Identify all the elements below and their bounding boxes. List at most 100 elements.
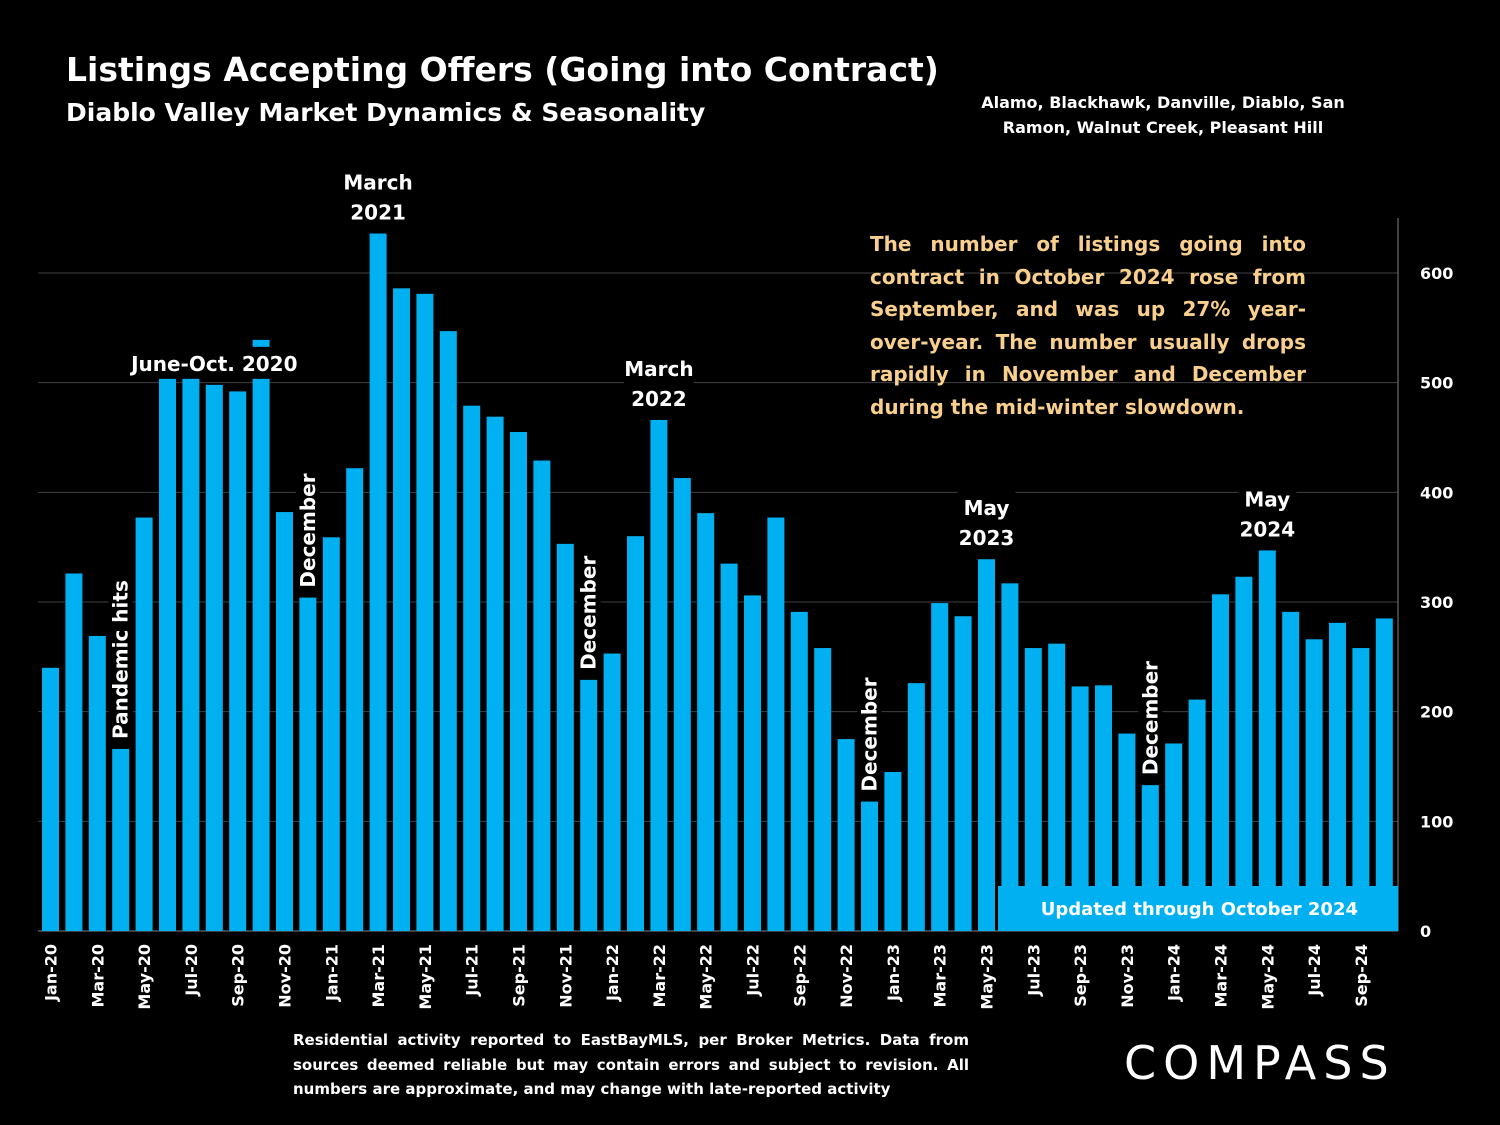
bar-Nov-23 [1118, 733, 1136, 931]
x-tick-label: Jul-21 [463, 944, 482, 997]
x-tick-label: Jan-20 [42, 944, 61, 1002]
annotations: Pandemic hits June-Oct. 2020 December March… [108, 165, 1297, 796]
bar-Aug-24 [1329, 622, 1346, 931]
bar-Oct-21 [533, 460, 551, 931]
x-tick-label: Nov-22 [837, 944, 856, 1008]
bar-May-21 [416, 293, 434, 932]
bar-Jun-23 [1001, 583, 1019, 931]
x-tick-label: Mar-24 [1212, 944, 1231, 1008]
annotation-label: December [577, 556, 601, 670]
x-tick-label: May-21 [416, 944, 435, 1010]
commentary-note: The number of listings going into contra… [870, 232, 1306, 419]
x-tick-label: Mar-20 [88, 944, 107, 1008]
bar-Nov-21 [556, 543, 574, 931]
bar-Jan-22 [603, 653, 621, 931]
bar-Dec-20 [299, 597, 317, 931]
x-tick-label: Sep-20 [229, 944, 248, 1007]
bar-May-24 [1258, 550, 1276, 931]
y-tick-label: 100 [1420, 812, 1453, 831]
annotation-label: May [1244, 487, 1290, 511]
annotation-label: Pandemic hits [109, 580, 133, 739]
x-tick-label: Jan-24 [1165, 944, 1184, 1002]
bar-Aug-22 [767, 517, 785, 931]
bar-Jul-20 [182, 357, 200, 931]
annotation-bg [1238, 482, 1297, 545]
annotation-bg [343, 165, 413, 228]
bar-Apr-21 [393, 288, 410, 931]
bar-Feb-23 [907, 683, 925, 931]
bar-May-20 [135, 517, 153, 931]
y-axis-ticks: 0 100 200 300 400 500 600 [1420, 264, 1453, 941]
annotation-label: December [858, 677, 882, 791]
bars [42, 233, 1393, 932]
bar-Nov-20 [276, 512, 293, 931]
bar-Oct-22 [814, 648, 832, 931]
updated-banner: Updated through October 2024 [998, 886, 1398, 931]
annotation-bg [957, 491, 1016, 554]
bar-Feb-20 [65, 573, 83, 931]
bar-Apr-24 [1235, 576, 1253, 931]
bar-Sep-22 [790, 611, 808, 931]
bar-Apr-23 [954, 616, 972, 931]
region-list: Alamo, Blackhawk, Danville, Diablo, San … [981, 93, 1345, 137]
bar-Aug-21 [486, 416, 504, 931]
bar-Oct-24 [1375, 618, 1393, 931]
y-tick-label: 500 [1420, 374, 1453, 393]
chart-subtitle: Diablo Valley Market Dynamics & Seasonal… [66, 98, 706, 127]
annotation-label: December [1138, 661, 1162, 775]
x-tick-label: Mar-21 [369, 944, 388, 1008]
annotation-label: March [624, 357, 693, 381]
annotation-bg [624, 351, 694, 414]
x-tick-label: Jul-24 [1305, 944, 1324, 997]
x-tick-label: May-22 [697, 944, 716, 1010]
bar-Jan-20 [42, 667, 59, 931]
bar-Jul-22 [744, 595, 761, 931]
bar-Sep-24 [1352, 648, 1370, 931]
bar-Aug-20 [205, 384, 223, 932]
x-tick-label: Jul-23 [1024, 944, 1043, 997]
x-tick-label: Jul-22 [744, 944, 763, 997]
x-tick-label: Sep-24 [1352, 944, 1371, 1007]
x-tick-label: Sep-23 [1071, 944, 1090, 1007]
x-tick-label: Nov-20 [276, 944, 295, 1008]
x-axis-ticks: Jan-20 Mar-20 May-20 Jul-20 Sep-20 Nov-20 Jan-… [42, 944, 1371, 1010]
x-tick-label: Mar-22 [650, 944, 669, 1008]
annotation-label: June-Oct. 2020 [129, 352, 297, 376]
annotation-bg [295, 486, 320, 592]
annotation-bg [127, 346, 301, 379]
bar-Jul-23 [1024, 648, 1042, 931]
bar-Feb-21 [346, 468, 364, 931]
x-tick-label: Nov-21 [556, 944, 575, 1008]
x-tick-label: Jan-23 [884, 944, 903, 1002]
x-tick-label: Mar-23 [931, 944, 950, 1008]
bar-Apr-20 [112, 748, 130, 931]
bar-Jan-23 [884, 771, 902, 931]
bar-Jan-24 [1165, 743, 1183, 931]
x-tick-label: May-24 [1258, 944, 1277, 1010]
bar-Apr-22 [673, 478, 691, 931]
bar-Dec-22 [861, 801, 878, 931]
annotation-label: 2021 [350, 200, 406, 224]
bar-Jun-24 [1282, 611, 1300, 931]
bar-Jul-21 [463, 405, 481, 932]
bar-May-23 [978, 559, 995, 931]
y-tick-label: 0 [1420, 922, 1431, 941]
compass-logo: COMPASS [1124, 1036, 1396, 1090]
bar-Jun-20 [159, 349, 176, 931]
bar-Oct-23 [1095, 685, 1112, 931]
bar-Oct-20 [252, 339, 270, 932]
annotation-label: December [296, 473, 320, 587]
chart-title: Listings Accepting Offers (Going into Co… [66, 50, 939, 89]
bar-Jan-21 [322, 537, 340, 931]
bar-Dec-21 [580, 679, 598, 931]
annotation-label: 2022 [631, 387, 687, 411]
bar-Aug-23 [1048, 643, 1066, 931]
bar-Sep-21 [510, 432, 527, 931]
x-tick-label: May-20 [135, 944, 154, 1010]
y-tick-label: 400 [1420, 483, 1453, 502]
y-tick-label: 300 [1420, 593, 1453, 612]
annotation-bg [576, 568, 601, 674]
x-tick-label: May-23 [978, 944, 997, 1010]
bar-Feb-24 [1188, 699, 1206, 931]
